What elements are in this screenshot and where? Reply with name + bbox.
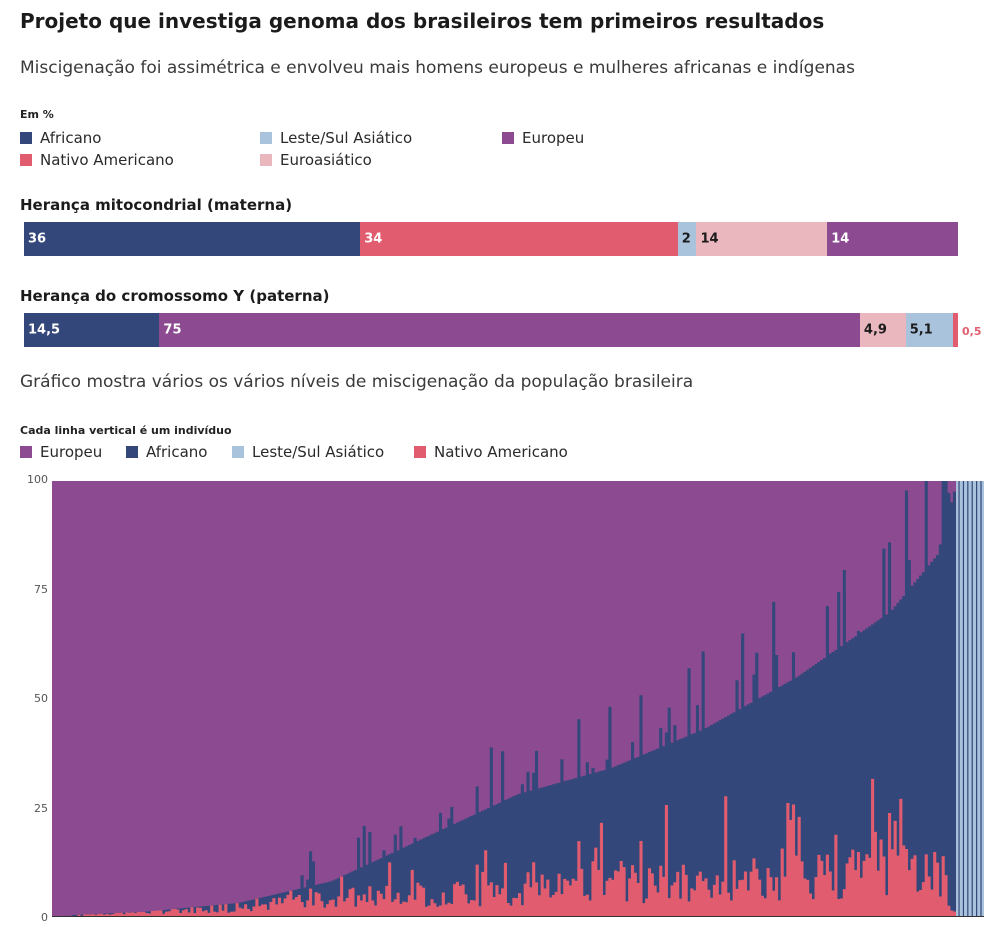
bar-value-label: 5,1 [909,322,933,338]
legend-label-leste-sul-asiatico: Leste/Sul Asiático [280,129,413,147]
legend2-item-nativo-americano: Nativo Americano [414,443,568,461]
bar-segment-europeu: 75 [159,313,860,347]
bottom-caption: Cada linha vertical é um indivíduo [20,424,232,437]
stacked-bar-mitocondrial: 36 34 2 14 14 [24,222,958,256]
unit-label: Em % [20,108,54,121]
legend-label-euroasiatico: Euroasiático [280,151,372,169]
legend2-label-europeu: Europeu [40,443,103,461]
legend-label-africano: Africano [40,129,102,147]
bar-segment-euroasi-tico: 14 [696,222,828,256]
legend2-label-africano: Africano [146,443,208,461]
stacked-bar-cromossomo-y: 14,5 75 4,9 5,1 [24,313,958,347]
bar-segment-leste-sul-asi-tico: 2 [677,222,697,256]
chart-subtitle: Miscigenação foi assimétrica e envolveu … [20,58,855,78]
legend-swatch-europeu [502,132,514,144]
legend-label-nativo-americano: Nativo Americano [40,151,174,169]
legend-label-europeu: Europeu [522,129,585,147]
y-tick-25: 25 [34,802,48,815]
legend2-item-leste-sul-asiatico: Leste/Sul Asiático [232,443,384,461]
legend2-swatch-africano [126,446,138,458]
section-title-individuals: Gráfico mostra vários os vários níveis d… [20,372,694,392]
area-leste-sul-asiatico [956,481,984,916]
legend2-swatch-leste-sul-asiatico [232,446,244,458]
y-tick-100: 100 [27,473,48,486]
legend2-label-nativo-americano: Nativo Americano [434,443,568,461]
legend-item-africano: Africano [20,129,101,147]
bar-value-label: 14 [831,231,850,247]
y-tick-75: 75 [34,583,48,596]
bar-segment-africano: 36 [24,222,361,256]
area-africano [71,481,957,916]
bar-segment-nativo-americano: 34 [360,222,678,256]
bar-value-label: 14 [700,231,719,247]
bar-title-mitocondrial: Herança mitocondrial (materna) [20,196,293,214]
bar-value-label: 14,5 [28,322,61,338]
legend2-item-africano: Africano [126,443,207,461]
area-nativo-americano [77,778,957,916]
bar-value-label: 2 [681,231,691,247]
legend2-swatch-nativo-americano [414,446,426,458]
bar-segment-europeu: 14 [827,222,958,256]
y-tick-50: 50 [34,692,48,705]
legend-item-leste-sul-asiatico: Leste/Sul Asiático [260,129,412,147]
legend-swatch-nativo-americano [20,154,32,166]
bar-value-label: 36 [28,231,47,247]
legend2-item-europeu: Europeu [20,443,102,461]
bar-segment-leste-sul-asi-tico: 5,1 [905,313,954,347]
bar-value-label: 75 [163,322,182,338]
legend-swatch-leste-sul-asiatico [260,132,272,144]
bar-segment-nativo-americano [953,313,958,347]
bar-title-cromossomo-y: Herança do cromossomo Y (paterna) [20,287,330,305]
y-tick-0: 0 [41,911,48,924]
legend-item-nativo-americano: Nativo Americano [20,151,174,169]
legend2-label-leste-sul-asiatico: Leste/Sul Asiático [252,443,385,461]
legend-swatch-euroasiatico [260,154,272,166]
legend-item-euroasiatico: Euroasiático [260,151,372,169]
legend-item-europeu: Europeu [502,129,584,147]
legend2-swatch-europeu [20,446,32,458]
bar-segment-africano: 14,5 [24,313,160,347]
chart-title: Projeto que investiga genoma dos brasile… [20,9,825,33]
bar-value-label: 34 [364,231,383,247]
bar-value-label-outside: 0,5 [962,325,982,338]
bar-value-label: 4,9 [863,322,887,338]
legend-swatch-africano [20,132,32,144]
bar-segment-euroasi-tico: 4,9 [859,313,906,347]
